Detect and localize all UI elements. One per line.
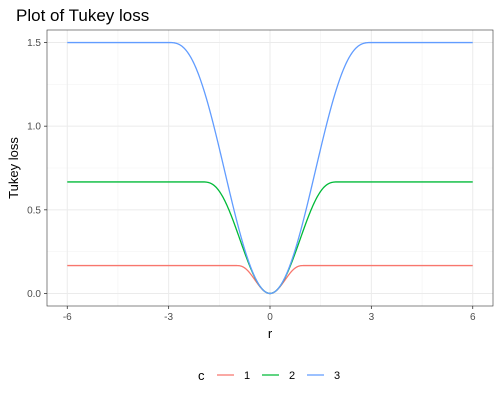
x-tick-label: 0 xyxy=(267,312,273,323)
x-tick-label: 3 xyxy=(369,312,375,323)
x-tick-label: 6 xyxy=(470,312,476,323)
grid xyxy=(47,30,493,306)
x-axis-title: r xyxy=(268,326,273,341)
series-lines xyxy=(67,41,473,295)
ticks: -6 -3 0 3 6 0.0 0.5 1.0 1.5 xyxy=(27,38,476,323)
legend-label-c3: 3 xyxy=(334,370,340,382)
y-tick-label: 1.5 xyxy=(27,38,41,49)
legend: c 1 2 3 xyxy=(198,368,340,383)
legend-label-c2: 2 xyxy=(289,370,295,382)
y-axis-title: Tukey loss xyxy=(6,137,21,199)
x-tick-label: -3 xyxy=(164,312,173,323)
chart-title: Plot of Tukey loss xyxy=(16,6,149,25)
series-line-c3 xyxy=(67,41,473,295)
legend-title: c xyxy=(198,368,205,383)
legend-label-c1: 1 xyxy=(244,370,250,382)
y-tick-label: 0.5 xyxy=(27,205,41,216)
y-tick-label: 0.0 xyxy=(27,289,41,300)
y-tick-label: 1.0 xyxy=(27,122,41,133)
x-tick-label: -6 xyxy=(63,312,72,323)
